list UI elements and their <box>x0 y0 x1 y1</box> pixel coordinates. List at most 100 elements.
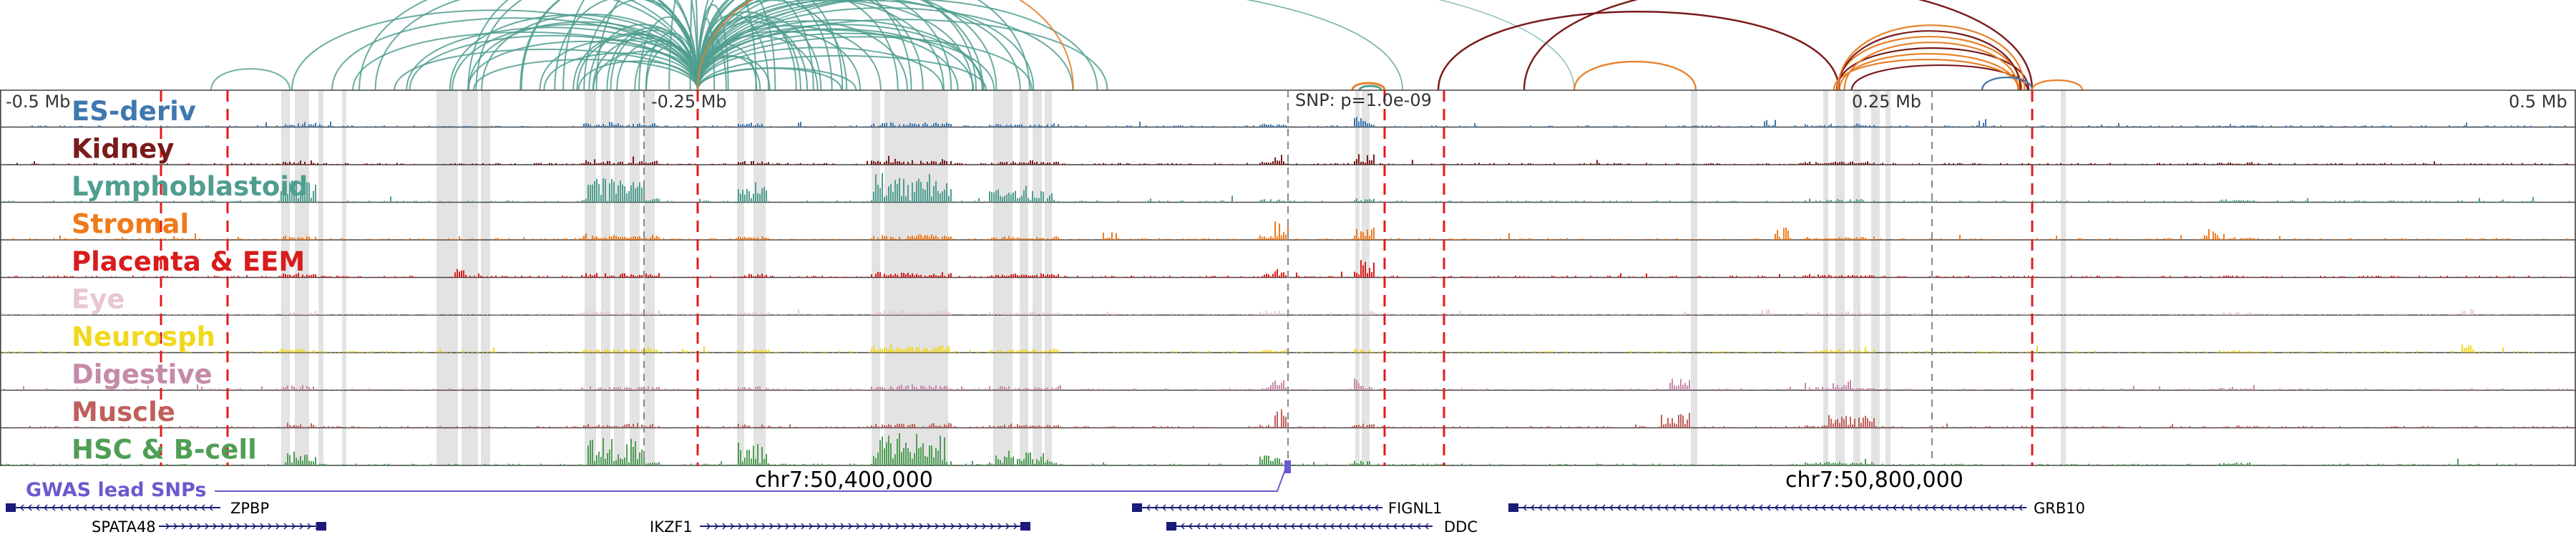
track-label: Placenta & EEM <box>72 246 305 277</box>
highlight-band <box>481 90 490 466</box>
loop-arc <box>595 0 698 91</box>
gene-model: DDC <box>1166 518 1478 536</box>
loop-arc <box>554 0 698 91</box>
loop-arc <box>475 0 698 91</box>
signal-area <box>0 154 2576 165</box>
axis-label-minus-quarter-mb: -0.25 Mb <box>651 92 727 112</box>
loop-arc <box>394 48 698 91</box>
highlight-band <box>1355 90 1360 466</box>
highlight-band <box>872 90 880 466</box>
highlight-band <box>1362 90 1370 466</box>
axis-label-minus-half-mb: -0.5 Mb <box>6 92 70 112</box>
gwas-snp-marker <box>1284 460 1291 473</box>
highlight-band <box>295 90 309 466</box>
highlight-band <box>630 90 640 466</box>
loop-arc <box>543 52 698 91</box>
gene-model: GRB10 <box>1508 500 2085 517</box>
loop-arc <box>2031 79 2084 91</box>
loop-arc <box>697 0 1074 91</box>
loop-arc <box>697 0 776 91</box>
highlight-band <box>601 90 610 466</box>
track-label: Digestive <box>72 359 213 390</box>
gene-label: FIGNL1 <box>1388 500 1442 517</box>
loop-arc <box>697 67 857 91</box>
axis-label-half-mb: 0.5 Mb <box>2509 92 2567 112</box>
highlight-band <box>436 90 458 466</box>
gene-model: SPATA48 <box>92 518 326 536</box>
loop-arc <box>697 0 1575 91</box>
signal-track <box>0 154 2576 165</box>
track-label: Kidney <box>72 134 174 165</box>
highlight-band <box>1823 90 1828 466</box>
signal-area <box>0 409 2576 428</box>
loop-arc <box>697 0 1021 91</box>
loop-arc <box>1351 82 1386 91</box>
highlight-band <box>1835 90 1845 466</box>
loop-arc <box>697 0 924 91</box>
highlight-band <box>614 90 625 466</box>
loop-arc <box>1358 84 1382 91</box>
coordinate-label-left: chr7:50,400,000 <box>755 468 933 493</box>
loop-arc <box>697 0 974 91</box>
dashed-markers <box>160 90 2034 466</box>
gwas-lead-snps-label: GWAS lead SNPs <box>26 479 206 501</box>
gwas-connector-line <box>215 463 1288 492</box>
track-label: ES-deriv <box>72 96 196 127</box>
track-label: Stromal <box>72 209 189 240</box>
highlight-band <box>1691 90 1697 466</box>
highlight-band <box>1045 90 1052 466</box>
gene-model: ZPBP <box>6 500 269 517</box>
gene-label: ZPBP <box>230 500 269 517</box>
loop-arc <box>1835 47 2030 91</box>
loop-arc <box>1838 30 2021 91</box>
loop-arc <box>592 50 698 91</box>
loop-arc <box>1523 0 2034 91</box>
gene-label: DDC <box>1444 518 1478 536</box>
loop-arc <box>406 26 698 91</box>
highlight-band <box>1885 90 1890 466</box>
loop-arc <box>697 0 1403 91</box>
highlight-band <box>993 90 1013 466</box>
track-label: Neurosph <box>72 321 215 352</box>
signal-area <box>0 117 2576 127</box>
loop-arc <box>697 36 1033 91</box>
loop-arc <box>1843 42 2019 91</box>
loop-arc <box>358 0 698 91</box>
loop-arc <box>331 17 698 91</box>
highlight-band <box>462 90 478 466</box>
loop-arc <box>467 40 698 91</box>
highlight-band <box>585 90 596 466</box>
loop-arc <box>697 47 944 91</box>
loop-arc <box>697 32 995 91</box>
highlight-band <box>737 90 744 466</box>
loop-arc <box>577 60 698 91</box>
loop-arc <box>697 14 770 91</box>
loop-arc <box>1981 76 2034 91</box>
track-label: Muscle <box>72 397 175 427</box>
loop-arc <box>1837 24 2026 91</box>
gene-model: FIGNL1 <box>1132 500 1442 517</box>
track-label: Eye <box>72 284 125 315</box>
track-labels: ES-deriv Kidney Lymphoblastoid Stromal Place… <box>72 96 308 465</box>
loop-arcs <box>210 0 2084 91</box>
highlight-band <box>281 90 290 466</box>
gene-model: IKZF1 <box>650 518 1030 536</box>
highlight-band <box>644 90 655 466</box>
highlight-band <box>1033 90 1042 466</box>
highlight-band <box>884 90 948 466</box>
loop-arc <box>1833 59 2021 91</box>
signal-track <box>0 117 2576 128</box>
coordinate-label-right: chr7:50,800,000 <box>1785 468 1963 493</box>
highlight-band <box>1020 90 1028 466</box>
track-label: HSC & B-cell <box>72 435 257 465</box>
highlight-band <box>753 90 766 466</box>
track-label: Lymphoblastoid <box>72 171 308 202</box>
highlight-regions <box>281 90 2066 466</box>
axis-label-quarter-mb: 0.25 Mb <box>1852 92 1921 112</box>
gene-label: SPATA48 <box>92 518 156 536</box>
snp-label: SNP: p=1.0e-09 <box>1295 90 1432 110</box>
highlight-band <box>1871 90 1880 466</box>
gene-label: IKZF1 <box>650 518 693 536</box>
